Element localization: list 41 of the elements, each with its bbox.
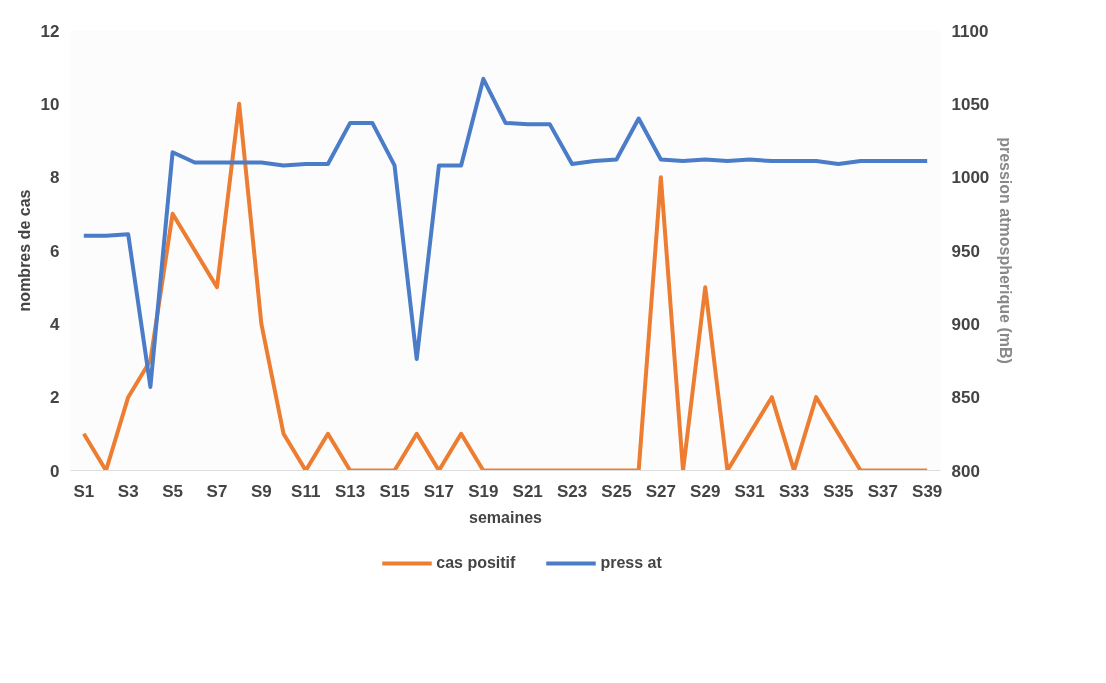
x-tick-label: S27 [645, 481, 676, 501]
line-series [81, 76, 930, 389]
x-tick-label: S29 [690, 481, 721, 501]
x-tick-label: S1 [73, 481, 95, 501]
y2-tick-label: 900 [951, 314, 980, 334]
y2-tick-label: 800 [951, 461, 980, 481]
x-tick-label: S3 [117, 481, 139, 501]
x-axis-title: semaines [469, 508, 543, 526]
y-tick-label: 6 [50, 241, 60, 261]
x-tick-label: S21 [512, 481, 543, 501]
x-tick-label: S11 [291, 481, 321, 501]
legend-label: cas positif [436, 554, 516, 572]
legend-label: press at [600, 554, 662, 572]
x-tick-label: S13 [335, 481, 366, 501]
y2-tick-label: 1100 [951, 21, 989, 41]
y-tick-label: 8 [50, 168, 60, 188]
x-tick-label: S9 [250, 481, 272, 501]
y2-tick-label: 850 [951, 388, 980, 408]
y-tick-label: 10 [40, 94, 60, 114]
x-tick-label: S25 [601, 481, 632, 501]
x-tick-label: S39 [912, 481, 943, 501]
x-tick-label: S19 [468, 481, 499, 501]
x-tick-label: S5 [162, 481, 183, 501]
y-tick-label: 4 [50, 314, 61, 334]
x-tick-label: S31 [734, 481, 765, 501]
y2-tick-label: 950 [951, 241, 980, 261]
x-tick-label: S7 [206, 481, 228, 501]
line-series [81, 101, 930, 471]
y2-axis-title: pression atmospherique (mB) [997, 137, 1015, 364]
y-tick-label: 2 [50, 388, 60, 408]
x-tick-label: S33 [778, 481, 810, 501]
y-tick-label: 0 [50, 461, 60, 481]
x-tick-label: S17 [423, 481, 455, 501]
y2-tick-label: 1050 [951, 94, 990, 114]
y2-tick-label: 1000 [951, 168, 990, 188]
x-tick-label: S15 [379, 481, 410, 501]
x-tick-label: S23 [556, 481, 588, 501]
x-tick-label: S35 [823, 481, 854, 501]
y-tick-label: 12 [40, 21, 60, 41]
x-tick-label: S37 [867, 481, 898, 501]
y-axis-title: nombres de cas [15, 189, 33, 312]
